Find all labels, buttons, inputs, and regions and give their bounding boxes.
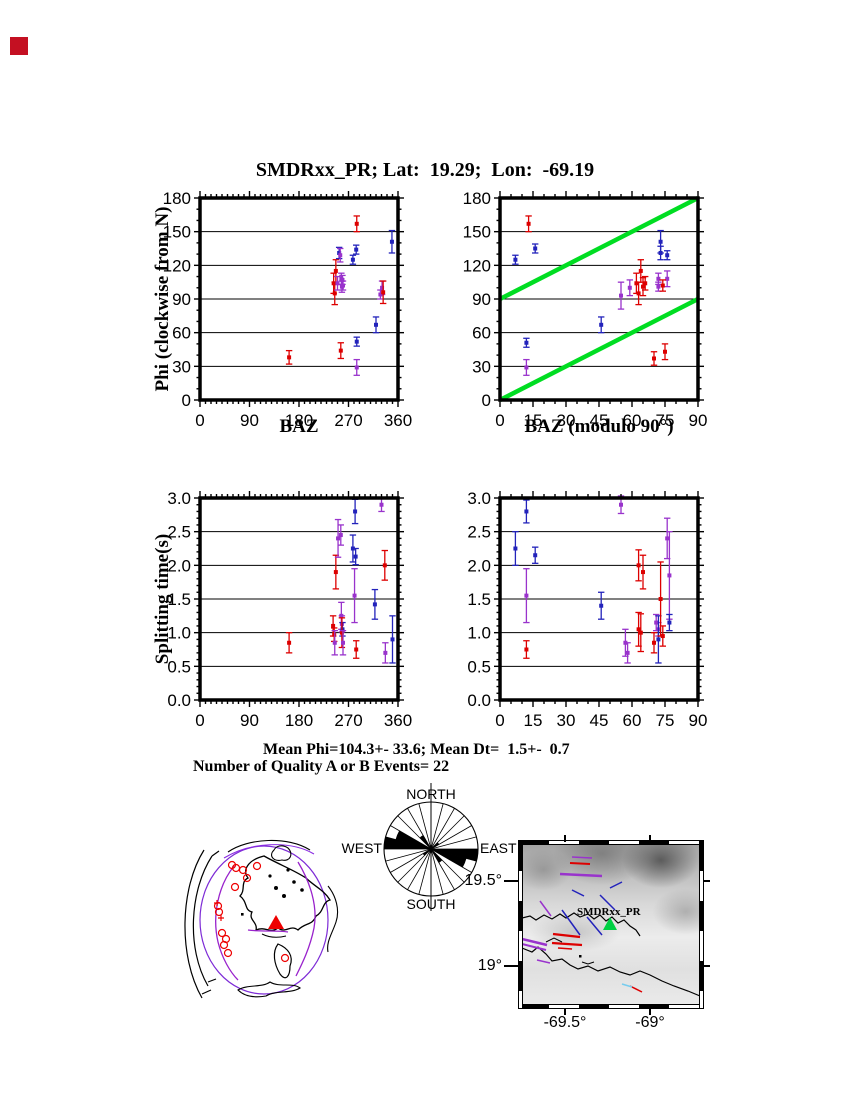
svg-text:2.0: 2.0 (167, 556, 191, 575)
greenland-coastline (271, 845, 292, 861)
page-title: SMDRxx_PR; Lat: 19.29; Lon: -69.19 (255, 159, 595, 181)
svg-text:2.5: 2.5 (167, 523, 191, 542)
station-label: SMDRxx_PR (577, 906, 641, 918)
africa-coastline (327, 885, 339, 953)
svg-text:1.5: 1.5 (167, 590, 191, 609)
svg-text:1.5: 1.5 (467, 590, 491, 609)
svg-text:0: 0 (482, 391, 491, 410)
svg-text:90: 90 (689, 711, 708, 730)
svg-text:45: 45 (590, 711, 609, 730)
svg-text:1.0: 1.0 (467, 624, 491, 643)
station-triangle (603, 917, 617, 930)
svg-text:30: 30 (557, 711, 576, 730)
svg-text:75: 75 (656, 411, 675, 430)
ylabel-splitting-time: Splitting time(s) (152, 533, 173, 665)
svg-text:180: 180 (463, 189, 491, 208)
plot-dt-vs-baz: 0 90 180 270 360 0.0 0.5 1.0 1.5 2.0 2.5 3.0 (145, 484, 418, 754)
lat-label-19: 19° (477, 957, 502, 974)
svg-text:1.0: 1.0 (167, 624, 191, 643)
svg-text:30: 30 (172, 357, 191, 376)
plate-boundary-mid-atlantic (295, 861, 316, 977)
svg-text:60: 60 (472, 324, 491, 343)
ylabel-phi: Phi (clockwise from N) (152, 206, 173, 392)
svg-text:360: 360 (384, 711, 412, 730)
svg-text:2.5: 2.5 (467, 523, 491, 542)
rose-label-south: SOUTH (406, 896, 456, 912)
svg-text:150: 150 (163, 223, 191, 242)
svg-text:0: 0 (182, 391, 191, 410)
svg-text:270: 270 (334, 711, 362, 730)
svg-text:2.0: 2.0 (467, 556, 491, 575)
svg-text:270: 270 (334, 411, 362, 430)
svg-text:90: 90 (240, 411, 259, 430)
svg-text:120: 120 (463, 256, 491, 275)
mean-stats-line: Mean Phi=104.3+- 33.6; Mean Dt= 1.5+- 0.… (263, 741, 570, 758)
lon-label-69-5: -69.5° (543, 1014, 587, 1031)
rose-label-east: EAST (480, 840, 517, 856)
corner-marker (10, 37, 28, 55)
plate-boundary-east-pacific (215, 865, 239, 981)
svg-text:360: 360 (384, 411, 412, 430)
svg-text:120: 120 (163, 256, 191, 275)
lat-label-19-5: 19.5° (464, 872, 502, 889)
svg-text:0: 0 (195, 711, 204, 730)
plot-phi-vs-baz: 0 90 180 270 360 0 30 60 90 120 150 180 (145, 184, 418, 454)
svg-text:0: 0 (195, 411, 204, 430)
plot-phi-vs-bazmod90: 0 15 30 45 60 75 90 0 30 60 90 120 150 180 (445, 184, 718, 454)
svg-text:0: 0 (495, 711, 504, 730)
svg-text:90: 90 (240, 711, 259, 730)
svg-text:3.0: 3.0 (167, 489, 191, 508)
svg-text:180: 180 (285, 711, 313, 730)
svg-text:0.5: 0.5 (167, 657, 191, 676)
south-america-coastline (273, 943, 292, 979)
svg-text:90: 90 (689, 411, 708, 430)
svg-text:15: 15 (524, 411, 543, 430)
svg-text:0: 0 (495, 411, 504, 430)
svg-text:30: 30 (472, 357, 491, 376)
svg-text:30: 30 (557, 411, 576, 430)
globe-event-map (178, 826, 358, 1006)
svg-text:180: 180 (163, 189, 191, 208)
svg-text:75: 75 (656, 711, 675, 730)
xlabel-baz-mod90: BAZ (modulo 90°) (524, 416, 674, 437)
svg-text:0.5: 0.5 (467, 657, 491, 676)
svg-text:90: 90 (172, 290, 191, 309)
svg-text:150: 150 (463, 223, 491, 242)
plot-dt-vs-bazmod90: 0 15 30 45 60 75 90 0.0 0.5 1.0 1.5 2.0 2.5 3.0 (445, 484, 718, 754)
lon-label-69: -69° (635, 1014, 665, 1031)
svg-text:3.0: 3.0 (467, 489, 491, 508)
antarctica-coastline (237, 981, 301, 998)
south-coastline (522, 946, 700, 997)
svg-text:0.0: 0.0 (467, 691, 491, 710)
rose-label-north: NORTH (406, 786, 456, 802)
svg-text:0.0: 0.0 (167, 691, 191, 710)
svg-text:15: 15 (524, 711, 543, 730)
svg-text:90: 90 (472, 290, 491, 309)
svg-text:60: 60 (172, 324, 191, 343)
svg-text:60: 60 (623, 711, 642, 730)
rose-diagram (340, 775, 530, 925)
rose-label-west: WEST (341, 840, 382, 856)
station-map: SMDRxx_PR (518, 840, 704, 1009)
svg-text:60: 60 (623, 411, 642, 430)
north-coastline (522, 912, 641, 937)
svg-text:45: 45 (590, 411, 609, 430)
svg-text:180: 180 (285, 411, 313, 430)
event-count-line: Number of Quality A or B Events= 22 (193, 758, 450, 775)
xlabel-baz: BAZ (279, 416, 319, 437)
